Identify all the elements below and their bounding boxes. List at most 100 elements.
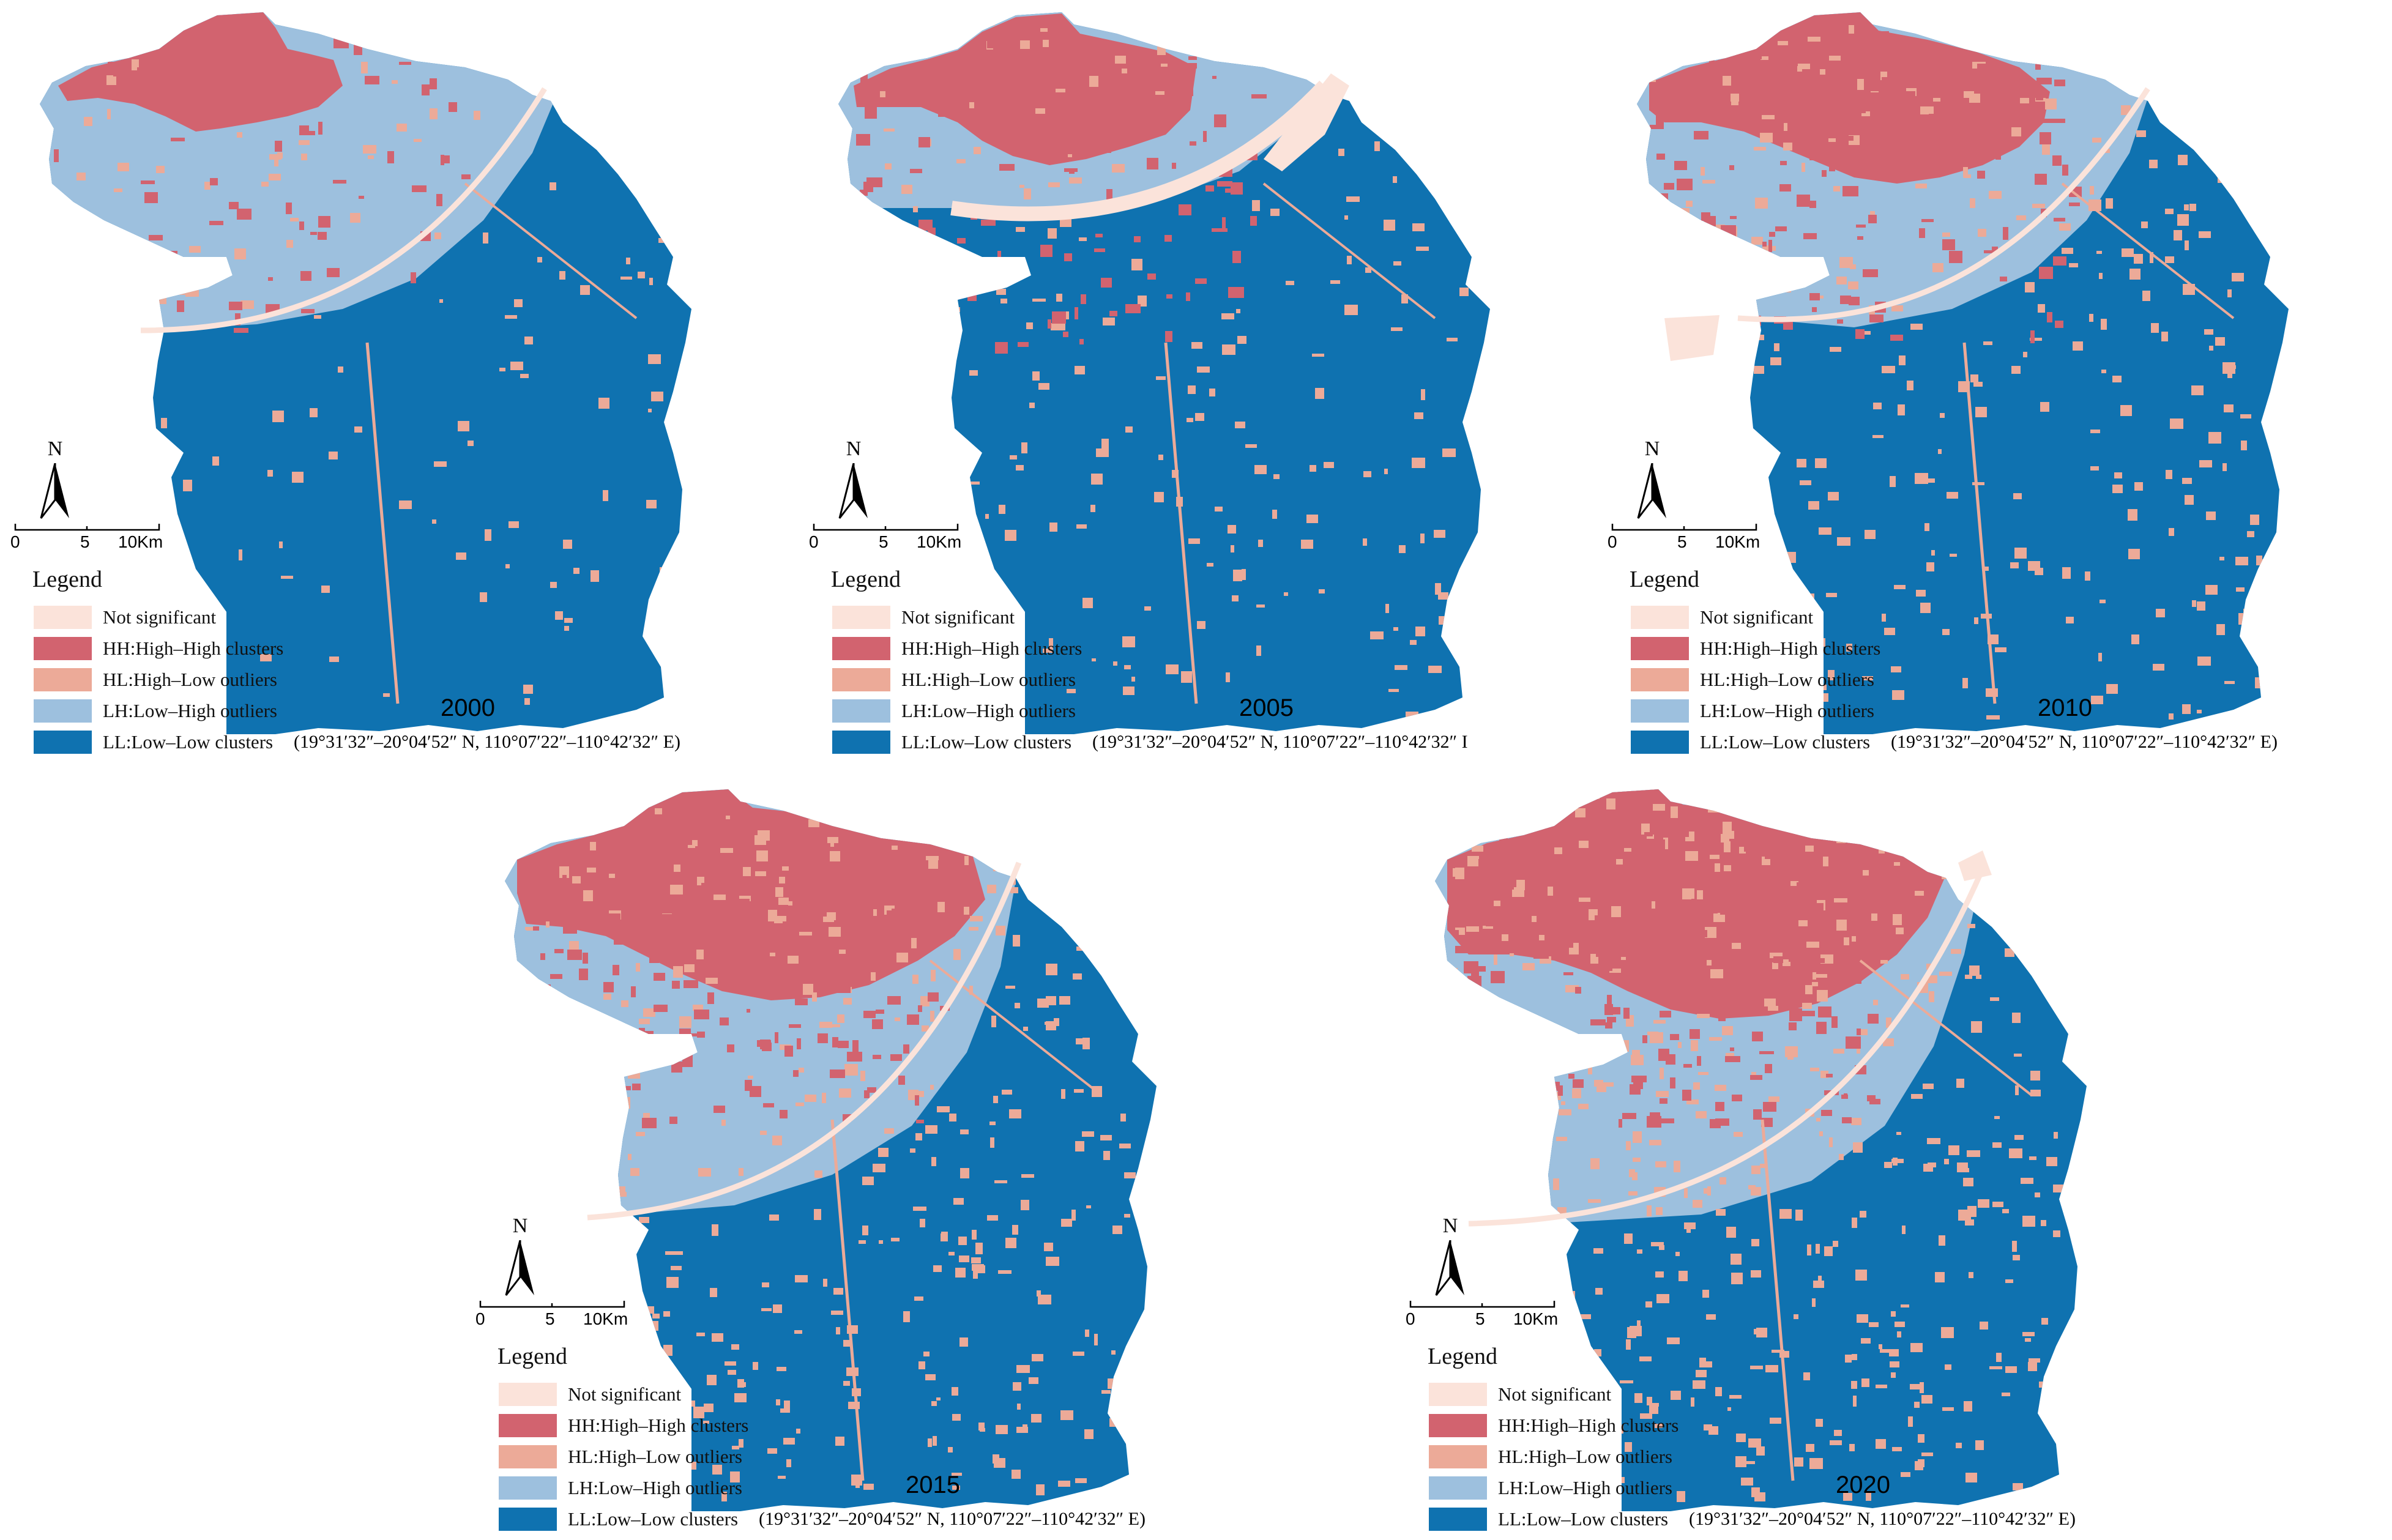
scale-label-end: 10Km bbox=[1513, 1309, 1559, 1328]
legend-item: HH:High–High clusters bbox=[499, 1410, 805, 1441]
legend-item: Not significant bbox=[1631, 601, 1937, 633]
scale-label-end: 10Km bbox=[583, 1309, 628, 1328]
scale-bar: 0 5 10Km bbox=[1404, 1297, 1563, 1334]
legend-item: LH:Low–High outliers bbox=[34, 695, 340, 726]
scale-label-zero: 0 bbox=[475, 1309, 485, 1328]
legend-title: Legend bbox=[1428, 1344, 1497, 1369]
legend-item: Not significant bbox=[499, 1378, 805, 1410]
coordinate-extent: (19°31′32″–20°04′52″ N, 110°07′22″–110°4… bbox=[294, 732, 680, 752]
legend-item: HL:High–Low outliers bbox=[34, 664, 340, 695]
north-arrow-icon bbox=[1435, 1240, 1464, 1296]
legend-swatch bbox=[832, 605, 890, 629]
legend-swatch bbox=[832, 730, 890, 754]
legend-swatch bbox=[1631, 636, 1689, 660]
north-arrow: N bbox=[34, 437, 76, 523]
legend-label: LL:Low–Low clusters bbox=[1700, 731, 1871, 753]
legend-swatch bbox=[1631, 699, 1689, 723]
legend-swatch bbox=[1429, 1476, 1487, 1500]
coordinate-extent: (19°31′32″–20°04′52″ N, 110°07′22″–110°4… bbox=[1689, 1509, 2076, 1529]
legend-label: Not significant bbox=[568, 1383, 682, 1405]
legend-item: HH:High–High clusters bbox=[34, 633, 340, 664]
north-arrow: N bbox=[499, 1215, 542, 1300]
legend-swatch bbox=[34, 730, 92, 754]
legend: Legend Not significant HH:High–High cluste… bbox=[831, 566, 1138, 757]
scale-label-end: 10Km bbox=[118, 532, 163, 551]
legend-label: HH:High–High clusters bbox=[568, 1414, 749, 1436]
legend: Legend Not significant HH:High–High cluste… bbox=[497, 1343, 805, 1534]
legend-title: Legend bbox=[831, 567, 901, 592]
legend-label: HL:High–Low outliers bbox=[568, 1445, 742, 1467]
coordinate-extent: (19°31′32″–20°04′52″ N, 110°07′22″–110°4… bbox=[1891, 732, 2278, 752]
map-panel-2010: N 0 5 10Km Legend Not significant HH:High–High… bbox=[1597, 0, 2374, 759]
legend-swatch bbox=[1631, 730, 1689, 754]
legend-swatch bbox=[499, 1507, 557, 1531]
north-arrow-icon bbox=[40, 463, 69, 519]
map-panel-2015: N 0 5 10Km Legend Not significant HH:High–High… bbox=[465, 777, 1242, 1536]
legend-label: LH:Low–High outliers bbox=[103, 699, 277, 721]
legend-label: LL:Low–Low clusters bbox=[568, 1508, 739, 1530]
year-label: 2000 bbox=[441, 694, 495, 721]
year-label: 2020 bbox=[1836, 1471, 1890, 1498]
legend-label: Not significant bbox=[1700, 606, 1814, 628]
map-image bbox=[838, 12, 1490, 734]
scale-label-mid: 5 bbox=[1677, 532, 1687, 551]
legend-label: HL:High–Low outliers bbox=[901, 668, 1076, 690]
legend-swatch bbox=[832, 668, 890, 691]
legend-label: Not significant bbox=[901, 606, 1015, 628]
legend-label: HH:High–High clusters bbox=[103, 637, 284, 659]
legend-item: LL:Low–Low clusters bbox=[499, 1503, 805, 1534]
legend-swatch bbox=[1631, 605, 1689, 629]
legend-item: LL:Low–Low clusters bbox=[34, 726, 340, 757]
legend-item: LL:Low–Low clusters bbox=[1631, 726, 1937, 757]
north-label: N bbox=[1442, 1215, 1458, 1237]
legend-label: LH:Low–High outliers bbox=[901, 699, 1076, 721]
legend-swatch bbox=[832, 699, 890, 723]
map-panel-2005: N 0 5 10Km Legend Not significant HH:High–High… bbox=[799, 0, 1576, 759]
legend-item: LL:Low–Low clusters bbox=[832, 726, 1138, 757]
legend-swatch bbox=[34, 636, 92, 660]
legend-label: LH:Low–High outliers bbox=[568, 1476, 742, 1498]
legend-label: LH:Low–High outliers bbox=[1700, 699, 1874, 721]
legend-item: LH:Low–High outliers bbox=[832, 695, 1138, 726]
legend-swatch bbox=[499, 1445, 557, 1468]
north-arrow-icon bbox=[1637, 463, 1666, 519]
scale-bar: 0 5 10Km bbox=[9, 520, 168, 557]
map-image bbox=[40, 12, 691, 734]
north-label: N bbox=[512, 1215, 528, 1237]
legend-swatch bbox=[1429, 1445, 1487, 1468]
north-arrow-icon bbox=[505, 1240, 534, 1296]
scale-label-mid: 5 bbox=[80, 532, 90, 551]
scale-bar: 0 5 10Km bbox=[474, 1297, 633, 1334]
legend-swatch bbox=[34, 699, 92, 723]
legend-label: Not significant bbox=[1498, 1383, 1612, 1405]
legend-swatch bbox=[34, 605, 92, 629]
legend-item: HL:High–Low outliers bbox=[499, 1441, 805, 1472]
legend-item: LH:Low–High outliers bbox=[1631, 695, 1937, 726]
north-arrow-icon bbox=[838, 463, 868, 519]
legend-swatch bbox=[1429, 1413, 1487, 1437]
scale-label-zero: 0 bbox=[809, 532, 819, 551]
legend-label: LL:Low–Low clusters bbox=[901, 731, 1072, 753]
legend-swatch bbox=[34, 668, 92, 691]
legend-item: LH:Low–High outliers bbox=[1429, 1472, 1735, 1503]
north-label: N bbox=[846, 437, 862, 460]
legend-item: Not significant bbox=[832, 601, 1138, 633]
year-label: 2010 bbox=[2038, 694, 2092, 721]
legend-title: Legend bbox=[1630, 567, 1699, 592]
legend: Legend Not significant HH:High–High cluste… bbox=[1630, 566, 1937, 757]
legend-label: LL:Low–Low clusters bbox=[103, 731, 274, 753]
scale-label-zero: 0 bbox=[1406, 1309, 1415, 1328]
map-panel-2000: N 0 5 10Km Legend Not significant HH:High–High… bbox=[0, 0, 777, 759]
legend-item: Not significant bbox=[34, 601, 340, 633]
coordinate-extent: (19°31′32″–20°04′52″ N, 110°07′22″–110°4… bbox=[759, 1509, 1146, 1529]
legend-swatch bbox=[1631, 668, 1689, 691]
legend-item: HL:High–Low outliers bbox=[1631, 664, 1937, 695]
legend-swatch bbox=[1429, 1382, 1487, 1406]
legend-item: LL:Low–Low clusters bbox=[1429, 1503, 1735, 1534]
legend-label: HL:High–Low outliers bbox=[103, 668, 277, 690]
year-label: 2005 bbox=[1239, 694, 1294, 721]
map-image bbox=[505, 789, 1157, 1511]
year-label: 2015 bbox=[906, 1471, 960, 1498]
legend-item: Not significant bbox=[1429, 1378, 1735, 1410]
scale-label-mid: 5 bbox=[879, 532, 889, 551]
